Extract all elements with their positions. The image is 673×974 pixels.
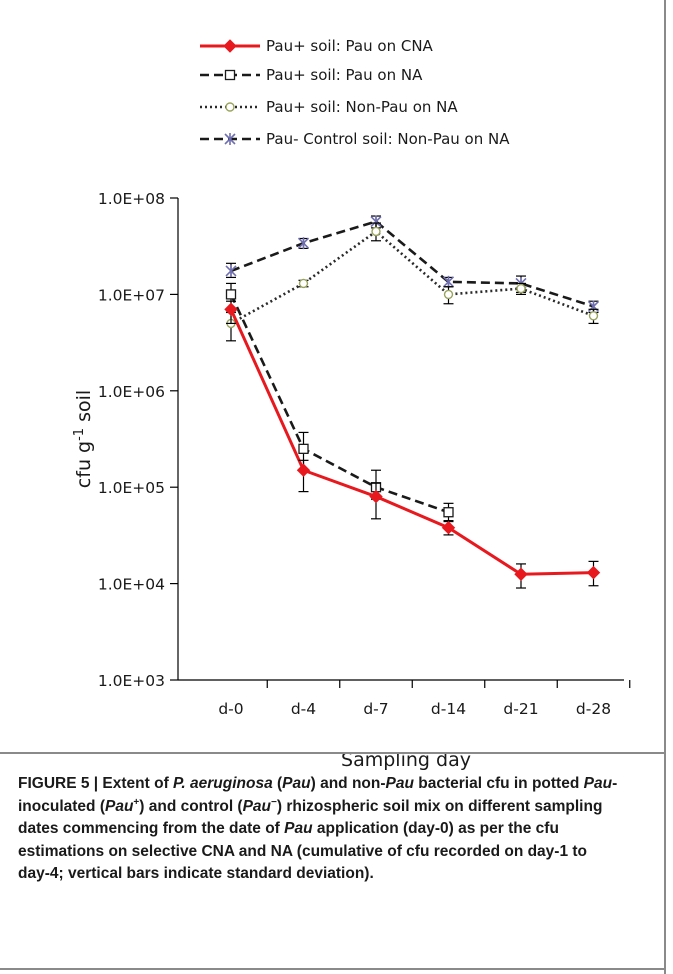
- data-point: [298, 278, 309, 289]
- data-point: [369, 489, 383, 504]
- data-point: [588, 311, 599, 321]
- data-point: [298, 443, 309, 454]
- y-tick-label: 1.0E+03: [98, 672, 165, 690]
- y-tick-label: 1.0E+04: [98, 576, 165, 594]
- frame-right-border: [664, 0, 666, 974]
- legend-label: Pau+ soil: Non-Pau on NA: [266, 98, 458, 116]
- x-axis-title: Sampling day: [341, 749, 471, 771]
- series-3: [225, 215, 600, 314]
- data-point: [297, 237, 310, 250]
- x-tick-label: d-14: [431, 700, 466, 718]
- legend-marker: [223, 39, 237, 53]
- x-tick-label: d-4: [291, 700, 316, 718]
- data-point: [224, 302, 238, 317]
- y-tick-label: 1.0E+06: [98, 383, 165, 401]
- series-line: [229, 293, 449, 514]
- y-tick-label: 1.0E+07: [98, 286, 165, 304]
- series-2: [226, 222, 599, 342]
- series-0: [224, 300, 601, 589]
- legend-label: Pau+ soil: Pau on CNA: [266, 37, 434, 55]
- y-tick-label: 1.0E+08: [98, 190, 165, 208]
- data-point: [586, 565, 601, 580]
- y-tick-label: 1.0E+05: [98, 479, 165, 497]
- data-point: [516, 283, 526, 294]
- series-1: [225, 282, 454, 522]
- series-line: [229, 308, 594, 576]
- data-point: [443, 289, 454, 300]
- data-point: [514, 567, 528, 581]
- x-tick-label: d-0: [218, 700, 243, 718]
- legend-marker: [225, 102, 235, 112]
- data-point: [225, 264, 237, 277]
- x-tick-label: d-28: [576, 700, 611, 718]
- y-axis-title: cfu g-1 soil: [72, 390, 95, 488]
- figure-caption: FIGURE 5 | Extent of P. aeruginosa (Pau)…: [18, 775, 618, 882]
- series-line: [230, 229, 594, 325]
- data-point: [442, 275, 455, 288]
- legend-label: Pau- Control soil: Non-Pau on NA: [266, 130, 510, 148]
- frame-bottom-border: [0, 968, 666, 970]
- legend: Pau+ soil: Pau on CNA Pau+ soil: Pau on N…: [200, 37, 510, 148]
- data-point: [441, 521, 456, 535]
- data-point: [225, 289, 237, 300]
- data-point: [371, 226, 381, 237]
- legend-marker: [224, 133, 236, 145]
- legend-label: Pau+ soil: Pau on NA: [266, 66, 423, 84]
- data-point: [296, 463, 311, 477]
- series-line: [230, 220, 594, 308]
- x-tick-label: d-7: [363, 700, 388, 718]
- caption-divider: [0, 752, 666, 754]
- legend-marker: [224, 69, 236, 81]
- data-point: [443, 507, 454, 518]
- x-tick-label: d-21: [503, 700, 538, 718]
